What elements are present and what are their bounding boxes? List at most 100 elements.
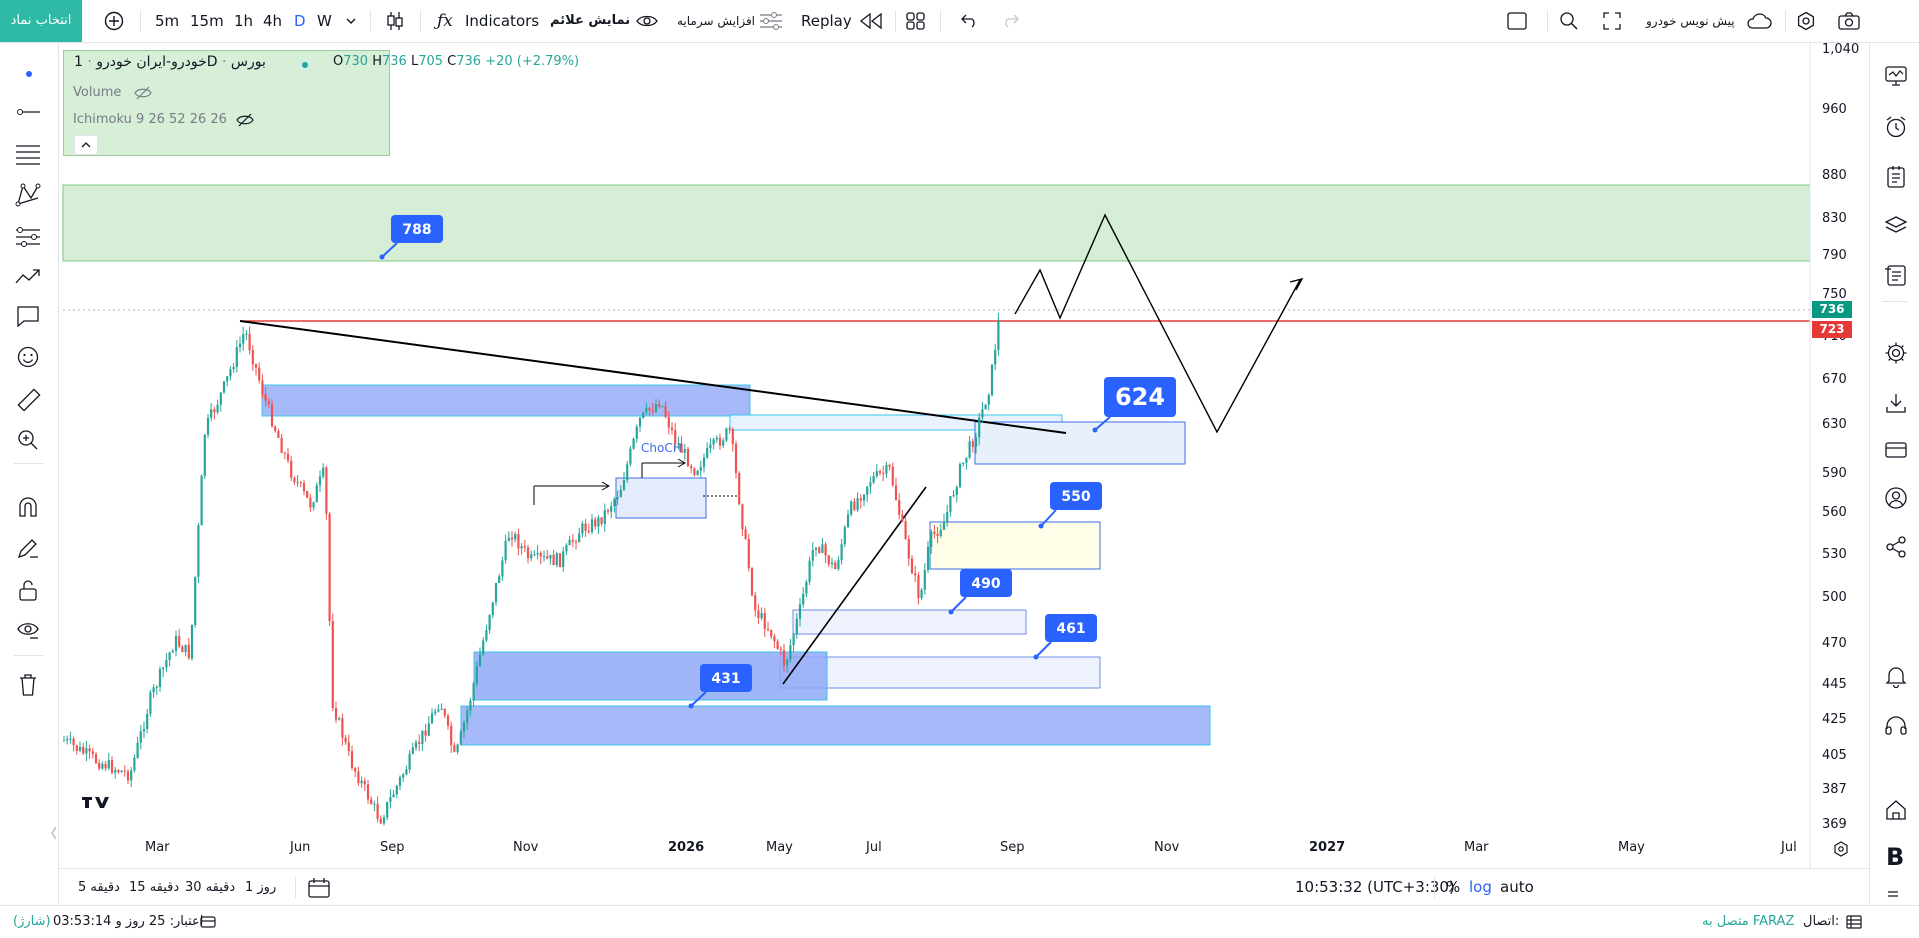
replay-button[interactable]: Replay xyxy=(801,12,852,30)
interval-4h[interactable]: 4h xyxy=(263,12,283,30)
headset-icon[interactable] xyxy=(1884,714,1908,738)
price-axis-label: 425 xyxy=(1822,712,1847,727)
prediction-tool-icon[interactable] xyxy=(14,225,42,249)
ichimoku-label[interactable]: Ichimoku 9 26 52 26 26 xyxy=(73,112,227,127)
gear-icon[interactable] xyxy=(1884,341,1908,365)
notes-icon[interactable] xyxy=(1885,165,1907,189)
log-toggle[interactable]: log xyxy=(1469,878,1492,896)
fib-tool-icon[interactable] xyxy=(14,143,42,167)
symbol-name[interactable]: خودرو-ایران خودرو xyxy=(96,54,207,70)
quick-search-icon[interactable] xyxy=(1559,11,1579,31)
magnet-icon[interactable] xyxy=(17,496,39,518)
candle-body xyxy=(114,770,117,773)
eye-hidden-icon[interactable] xyxy=(236,112,254,128)
eye-hidden-icon[interactable] xyxy=(134,85,152,101)
bell-icon[interactable] xyxy=(1884,664,1908,688)
brand-b-icon[interactable]: B xyxy=(1886,843,1905,871)
candle-body xyxy=(923,570,926,590)
show-signs-button[interactable]: نمایش علائم xyxy=(550,13,631,28)
pattern-tool-icon[interactable] xyxy=(15,183,41,207)
candle-type-icon[interactable] xyxy=(384,9,406,33)
candle-body xyxy=(859,498,862,501)
rewind-icon[interactable] xyxy=(858,12,884,30)
user-icon[interactable] xyxy=(1884,486,1908,510)
candle-body xyxy=(226,376,229,382)
candle-body xyxy=(958,463,962,488)
fullscreen-icon[interactable] xyxy=(1602,11,1622,31)
emoji-icon[interactable] xyxy=(17,346,39,368)
cursor-dot-icon[interactable] xyxy=(22,67,36,81)
indicators-button[interactable]: Indicators xyxy=(465,12,540,30)
percent-toggle[interactable]: % xyxy=(1446,878,1461,896)
axis-settings-icon[interactable] xyxy=(1833,841,1849,857)
list-icon[interactable] xyxy=(1846,915,1862,929)
interval-d[interactable]: D xyxy=(294,12,306,30)
range-30min[interactable]: 30 دقیقه xyxy=(185,880,236,895)
lock-icon[interactable] xyxy=(18,579,38,601)
callout-tool-icon[interactable] xyxy=(16,305,40,327)
cloud-icon[interactable] xyxy=(1745,12,1773,30)
candle-body xyxy=(728,428,731,430)
pencil-lock-icon[interactable] xyxy=(16,538,40,560)
add-symbol-icon[interactable] xyxy=(104,11,124,31)
sliders-icon[interactable] xyxy=(758,10,784,32)
clock[interactable]: 10:53:32 (UTC+3:30) xyxy=(1295,878,1455,896)
redo-icon[interactable] xyxy=(1002,14,1020,28)
capital-increase-button[interactable]: افزایش سرمایه xyxy=(677,14,756,28)
candle-body xyxy=(869,482,872,487)
forecast-tool-icon[interactable] xyxy=(14,265,42,287)
alarm-clock-icon[interactable] xyxy=(1884,115,1908,139)
ruler-icon[interactable] xyxy=(15,387,41,413)
layout-grid-icon[interactable] xyxy=(906,12,926,30)
auto-toggle[interactable]: auto xyxy=(1500,878,1534,896)
trend-line-tool-icon[interactable] xyxy=(16,105,42,119)
legend-collapse-button[interactable] xyxy=(74,135,98,155)
card-icon[interactable] xyxy=(1884,440,1908,460)
monitor-icon[interactable] xyxy=(1884,65,1908,87)
price-axis-label: 830 xyxy=(1822,211,1847,226)
watchlist-icon[interactable] xyxy=(1884,263,1908,287)
date-range-icon[interactable] xyxy=(307,877,331,899)
settings-icon[interactable] xyxy=(1796,11,1816,31)
camera-icon[interactable] xyxy=(1838,12,1860,30)
tradingview-logo[interactable] xyxy=(76,788,112,816)
candle-body xyxy=(606,510,610,512)
volume-label[interactable]: Volume xyxy=(73,85,122,100)
eye-icon[interactable] xyxy=(636,13,658,29)
candle-body xyxy=(571,539,574,542)
candle-body xyxy=(824,544,827,556)
candle-body xyxy=(878,471,882,473)
fx-icon[interactable]: ƒx xyxy=(437,11,453,31)
hide-drawings-icon[interactable] xyxy=(16,619,40,643)
pre-order-button[interactable]: پیش نویس خودرو xyxy=(1646,14,1735,28)
home-icon[interactable] xyxy=(1884,798,1908,822)
candle-body xyxy=(690,466,693,469)
download-icon[interactable] xyxy=(1884,391,1908,415)
candle-body xyxy=(181,646,184,653)
price-axis-label: 500 xyxy=(1822,590,1847,605)
interval-15m[interactable]: 15m xyxy=(190,12,224,30)
callout-788: 788 xyxy=(379,215,443,260)
range-5min[interactable]: 5 دقیقه xyxy=(78,880,120,895)
trash-icon[interactable] xyxy=(18,673,38,697)
logout-icon[interactable] xyxy=(1884,890,1908,898)
charge-link[interactable]: (شارژ) xyxy=(13,914,51,929)
candle-body xyxy=(392,794,395,798)
interval-1h[interactable]: 1h xyxy=(234,12,254,30)
range-15min[interactable]: 15 دقیقه xyxy=(129,880,180,895)
interval-w[interactable]: W xyxy=(317,12,332,30)
time-axis-label: Sep xyxy=(380,840,405,855)
symbol-interval[interactable]: 1D xyxy=(74,54,218,70)
collapse-left-icon[interactable] xyxy=(50,823,58,843)
layers-icon[interactable] xyxy=(1884,215,1908,237)
range-1day[interactable]: 1 روز xyxy=(245,880,277,895)
zoom-in-icon[interactable] xyxy=(17,429,39,451)
share-icon[interactable] xyxy=(1884,535,1908,559)
symbol-select-button[interactable]: انتخاب نماد xyxy=(0,0,82,42)
undo-icon[interactable] xyxy=(960,14,978,28)
candle-body xyxy=(411,747,414,754)
rectangle-icon[interactable] xyxy=(1507,12,1527,30)
chevron-down-icon[interactable] xyxy=(345,16,357,26)
interval-5m[interactable]: 5m xyxy=(155,12,180,30)
